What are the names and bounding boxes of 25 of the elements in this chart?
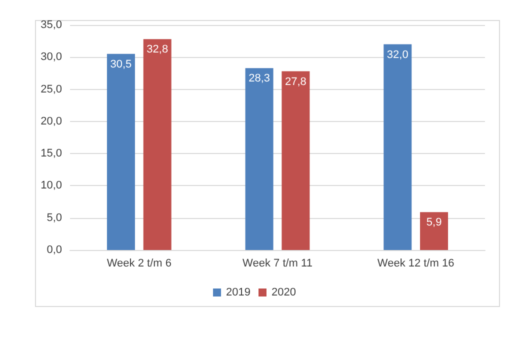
- y-tick-label: 15,0: [40, 148, 62, 160]
- y-tick-label: 30,0: [40, 51, 62, 64]
- y-tick-label: 20,0: [40, 115, 62, 128]
- data-label: 5,9: [426, 216, 442, 229]
- y-tick-label: 10,0: [40, 180, 62, 192]
- bar: [420, 212, 448, 250]
- y-tick-label: 0,0: [46, 244, 62, 256]
- x-tick-label: Week 12 t/m 16: [377, 258, 454, 270]
- data-label: 32,8: [146, 44, 168, 56]
- data-label: 30,5: [110, 58, 132, 70]
- data-label: 27,8: [284, 76, 306, 88]
- y-tick-label: 25,0: [40, 83, 62, 96]
- x-tick-label: Week 2 t/m 6: [106, 258, 172, 270]
- legend-label: 2019: [226, 286, 251, 298]
- data-label: 28,3: [248, 72, 270, 85]
- data-label: 32,0: [386, 48, 408, 61]
- bar: [282, 71, 310, 250]
- bar: [384, 44, 412, 250]
- legend-label: 2020: [272, 286, 296, 298]
- y-tick-label: 35,0: [40, 19, 62, 31]
- bar: [143, 39, 172, 250]
- x-tick-label: Week 7 t/m 11: [242, 258, 312, 270]
- y-tick-label: 5,0: [46, 212, 62, 224]
- bar: [106, 54, 135, 250]
- bar: [245, 68, 274, 250]
